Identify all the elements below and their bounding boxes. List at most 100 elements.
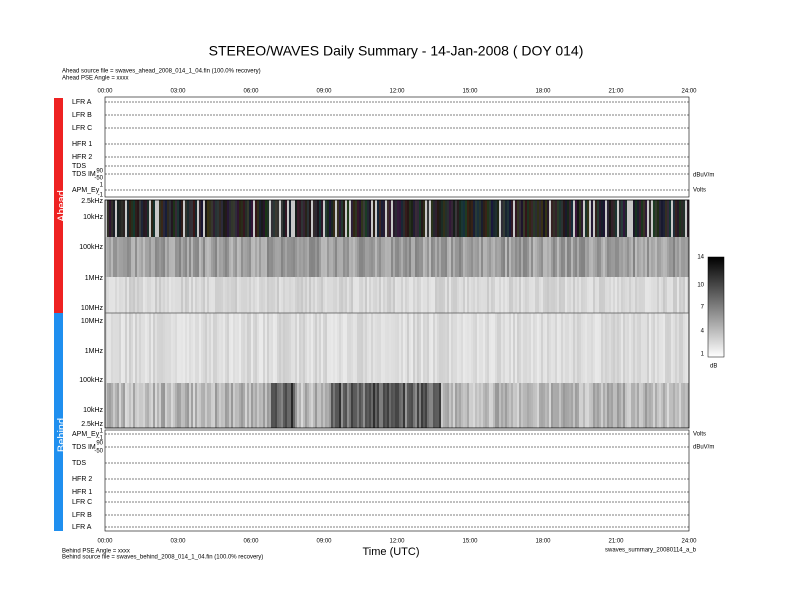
spectrogram-ahead-top xyxy=(381,200,383,237)
spectrogram-ahead-top xyxy=(327,200,329,237)
spectrogram-ahead-top xyxy=(469,200,471,237)
spectrogram-ahead-low xyxy=(207,277,209,313)
spectrogram-ahead-low xyxy=(553,277,555,313)
spectrogram-ahead-top xyxy=(217,200,219,237)
spectrogram-ahead-top xyxy=(467,200,469,237)
spectrogram-ahead-low xyxy=(145,277,147,313)
spectrogram-ahead-top xyxy=(329,200,331,237)
spectrogram-ahead-top xyxy=(499,200,501,237)
spectrogram-behind xyxy=(375,313,377,383)
spectrogram-behind xyxy=(297,313,299,383)
spectrogram-ahead xyxy=(537,237,539,277)
spectrogram-ahead-low xyxy=(219,277,221,313)
spectrogram-behind xyxy=(151,313,153,383)
spectrogram-behind xyxy=(385,313,387,383)
panel-unit: dBuV/m xyxy=(693,445,714,451)
spectrogram-ahead-low xyxy=(517,277,519,313)
spectrogram-ahead xyxy=(471,237,473,277)
spectrogram-ahead-low xyxy=(593,277,595,313)
spectrogram-behind xyxy=(373,313,375,383)
spectrogram-ahead-top xyxy=(197,200,199,237)
spectrogram-ahead-top xyxy=(409,200,411,237)
spectrogram-ahead-low xyxy=(645,277,647,313)
spectrogram-ahead xyxy=(253,237,255,277)
spectrogram-ahead xyxy=(395,237,397,277)
spectrogram-behind-low xyxy=(277,383,279,428)
spectrogram-behind-low xyxy=(229,383,231,428)
spectrogram-ahead-low xyxy=(363,277,365,313)
spectrogram-ahead-top xyxy=(293,200,295,237)
spectrogram-behind xyxy=(471,313,473,383)
spectrogram-behind-low xyxy=(517,383,519,428)
spectrogram-ahead-low xyxy=(227,277,229,313)
spectrogram-behind xyxy=(157,313,159,383)
spectrogram-ahead-top xyxy=(603,200,605,237)
spectrogram-behind xyxy=(345,313,347,383)
spectrogram-ahead xyxy=(105,237,107,277)
spectrogram-behind xyxy=(355,313,357,383)
spectrogram-ahead-low xyxy=(411,277,413,313)
spectrogram-behind-low xyxy=(545,383,547,428)
spectrogram-behind-low xyxy=(239,383,241,428)
spectrogram-ahead-low xyxy=(387,277,389,313)
spectrogram-behind xyxy=(257,313,259,383)
spectrogram-ahead-low xyxy=(159,277,161,313)
spectrogram-ahead-top xyxy=(229,200,231,237)
spectrogram-ahead-low xyxy=(615,277,617,313)
spectrogram-ahead-low xyxy=(225,277,227,313)
spectrogram-ahead xyxy=(557,237,559,277)
spectrogram-behind xyxy=(311,313,313,383)
spectrogram-ahead xyxy=(379,237,381,277)
spectrogram-ahead-top xyxy=(683,200,685,237)
spectrogram-ahead-top xyxy=(557,200,559,237)
spectrogram-ahead xyxy=(495,237,497,277)
frequency-label: 1MHz xyxy=(85,275,104,282)
spectrogram-ahead xyxy=(205,237,207,277)
spectrogram-behind-low xyxy=(243,383,245,428)
colorbar-tick-label: 4 xyxy=(701,329,705,335)
spectrogram-ahead xyxy=(125,237,127,277)
spectrogram-ahead-low xyxy=(683,277,685,313)
spectrogram-ahead-low xyxy=(529,277,531,313)
spectrogram-behind-low xyxy=(409,383,411,428)
spectrogram-behind xyxy=(349,313,351,383)
spectrogram-ahead-top xyxy=(187,200,189,237)
spectrogram-ahead-low xyxy=(339,277,341,313)
spectrogram-ahead xyxy=(137,237,139,277)
spectrogram-ahead-top xyxy=(113,200,115,237)
spectrogram-ahead xyxy=(455,237,457,277)
spectrogram-behind-low xyxy=(687,383,689,428)
spectrogram-ahead-low xyxy=(119,277,121,313)
spectrogram-ahead-top xyxy=(659,200,661,237)
spectrogram-ahead-low xyxy=(313,277,315,313)
spectrogram-behind-low xyxy=(661,383,663,428)
spectrogram-behind-low xyxy=(245,383,247,428)
spectrogram-ahead-top xyxy=(519,200,521,237)
spectrogram-behind-low xyxy=(189,383,191,428)
spectrogram-behind-low xyxy=(121,383,123,428)
spectrogram-ahead-low xyxy=(569,277,571,313)
spectrogram-ahead-low xyxy=(445,277,447,313)
spectrogram-ahead-low xyxy=(233,277,235,313)
spectrogram-ahead-top xyxy=(137,200,139,237)
spectrogram-ahead-top xyxy=(321,200,323,237)
spectrogram-behind-low xyxy=(393,383,395,428)
spectrogram-ahead-top xyxy=(271,200,273,237)
spectrogram-behind xyxy=(437,313,439,383)
spectrogram-ahead xyxy=(499,237,501,277)
spectrogram-ahead xyxy=(329,237,331,277)
spectrogram-ahead xyxy=(649,237,651,277)
spectrogram-behind-low xyxy=(157,383,159,428)
spectrogram-ahead-low xyxy=(581,277,583,313)
spectrogram-behind xyxy=(159,313,161,383)
spectrogram-ahead-top xyxy=(367,200,369,237)
spectrogram-behind-low xyxy=(329,383,331,428)
spectrogram-behind-low xyxy=(443,383,445,428)
spectrogram-ahead-low xyxy=(209,277,211,313)
spectrogram-ahead xyxy=(383,237,385,277)
spectrogram-ahead-low xyxy=(129,277,131,313)
spectrogram-ahead xyxy=(585,237,587,277)
spectrogram-ahead-low xyxy=(367,277,369,313)
spectrogram-ahead-top xyxy=(517,200,519,237)
spectrogram-ahead-low xyxy=(587,277,589,313)
